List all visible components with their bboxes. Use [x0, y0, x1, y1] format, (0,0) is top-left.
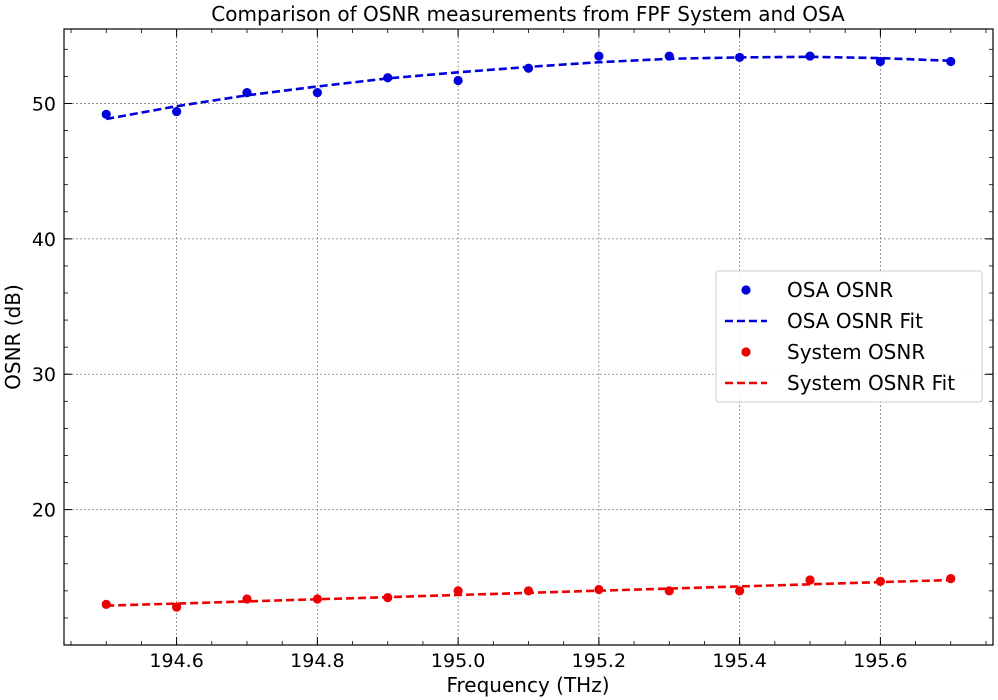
legend-marker-system-osnr [741, 347, 751, 357]
osa-osnr-point-10 [805, 51, 815, 61]
y-tick-label-2: 40 [32, 229, 56, 251]
y-axis-ticks: 20 30 40 50 [32, 93, 993, 522]
legend-label-osa-osnr: OSA OSNR [787, 278, 893, 302]
osa-osnr-point-9 [735, 52, 745, 63]
legend: OSA OSNR OSA OSNR Fit System OSNR System OS… [715, 270, 983, 403]
osa-osnr-point-0 [101, 109, 111, 119]
osa-osnr-point-12 [946, 56, 956, 67]
y-tick-label-0: 20 [32, 500, 56, 522]
legend-label-system-osnr: System OSNR [787, 340, 925, 364]
system-osnr-point-5 [453, 586, 463, 596]
osa-osnr-point-2 [242, 88, 252, 98]
grid-lines [64, 29, 993, 645]
system-osnr-point-1 [172, 602, 182, 612]
osa-osnr-point-3 [312, 88, 322, 98]
osa-osnr-point-11 [875, 56, 885, 67]
y-tick-label-3: 50 [32, 93, 56, 115]
series-layer [101, 51, 956, 612]
osa-osnr-point-4 [383, 73, 393, 83]
x-axis-ticks: 194.6 194.8 195.0 195.2 195.4 195.6 [149, 29, 908, 672]
x-tick-label-4: 195.4 [712, 650, 766, 672]
x-axis-label: Frequency (THz) [446, 673, 609, 697]
x-tick-label-0: 194.6 [149, 650, 203, 672]
system-osnr-point-11 [875, 576, 885, 586]
osa-osnr-point-7 [594, 51, 604, 61]
system-osnr-point-2 [242, 594, 252, 604]
x-tick-label-1: 194.8 [290, 650, 344, 672]
legend-label-system-osnr-fit: System OSNR Fit [787, 371, 955, 395]
x-tick-label-2: 195.0 [431, 650, 485, 672]
system-osnr-point-3 [312, 594, 322, 604]
chart-title: Comparison of OSNR measurements from FPF… [211, 2, 845, 26]
osa-osnr-point-8 [664, 51, 674, 61]
osa-osnr-point-6 [523, 63, 534, 73]
system-osnr-point-0 [101, 599, 111, 609]
osa-osnr-point-1 [172, 106, 182, 117]
system-osnr-point-10 [805, 575, 815, 585]
system-osnr-point-6 [523, 586, 534, 596]
y-tick-label-1: 30 [32, 364, 56, 386]
y-axis-label: OSNR (dB) [1, 284, 25, 390]
osa-osnr-point-5 [453, 75, 463, 86]
system-osnr-point-9 [735, 586, 745, 596]
legend-box [715, 270, 983, 403]
legend-label-osa-osnr-fit: OSA OSNR Fit [787, 309, 923, 333]
plot-frame [63, 28, 994, 646]
system-osnr-point-7 [594, 584, 604, 595]
legend-marker-osa-osnr [741, 285, 751, 295]
system-osnr-point-4 [383, 593, 393, 603]
system-osnr-point-12 [946, 574, 956, 584]
x-tick-label-3: 195.2 [572, 650, 626, 672]
x-tick-label-5: 195.6 [853, 650, 907, 672]
system-osnr-point-8 [664, 586, 674, 596]
